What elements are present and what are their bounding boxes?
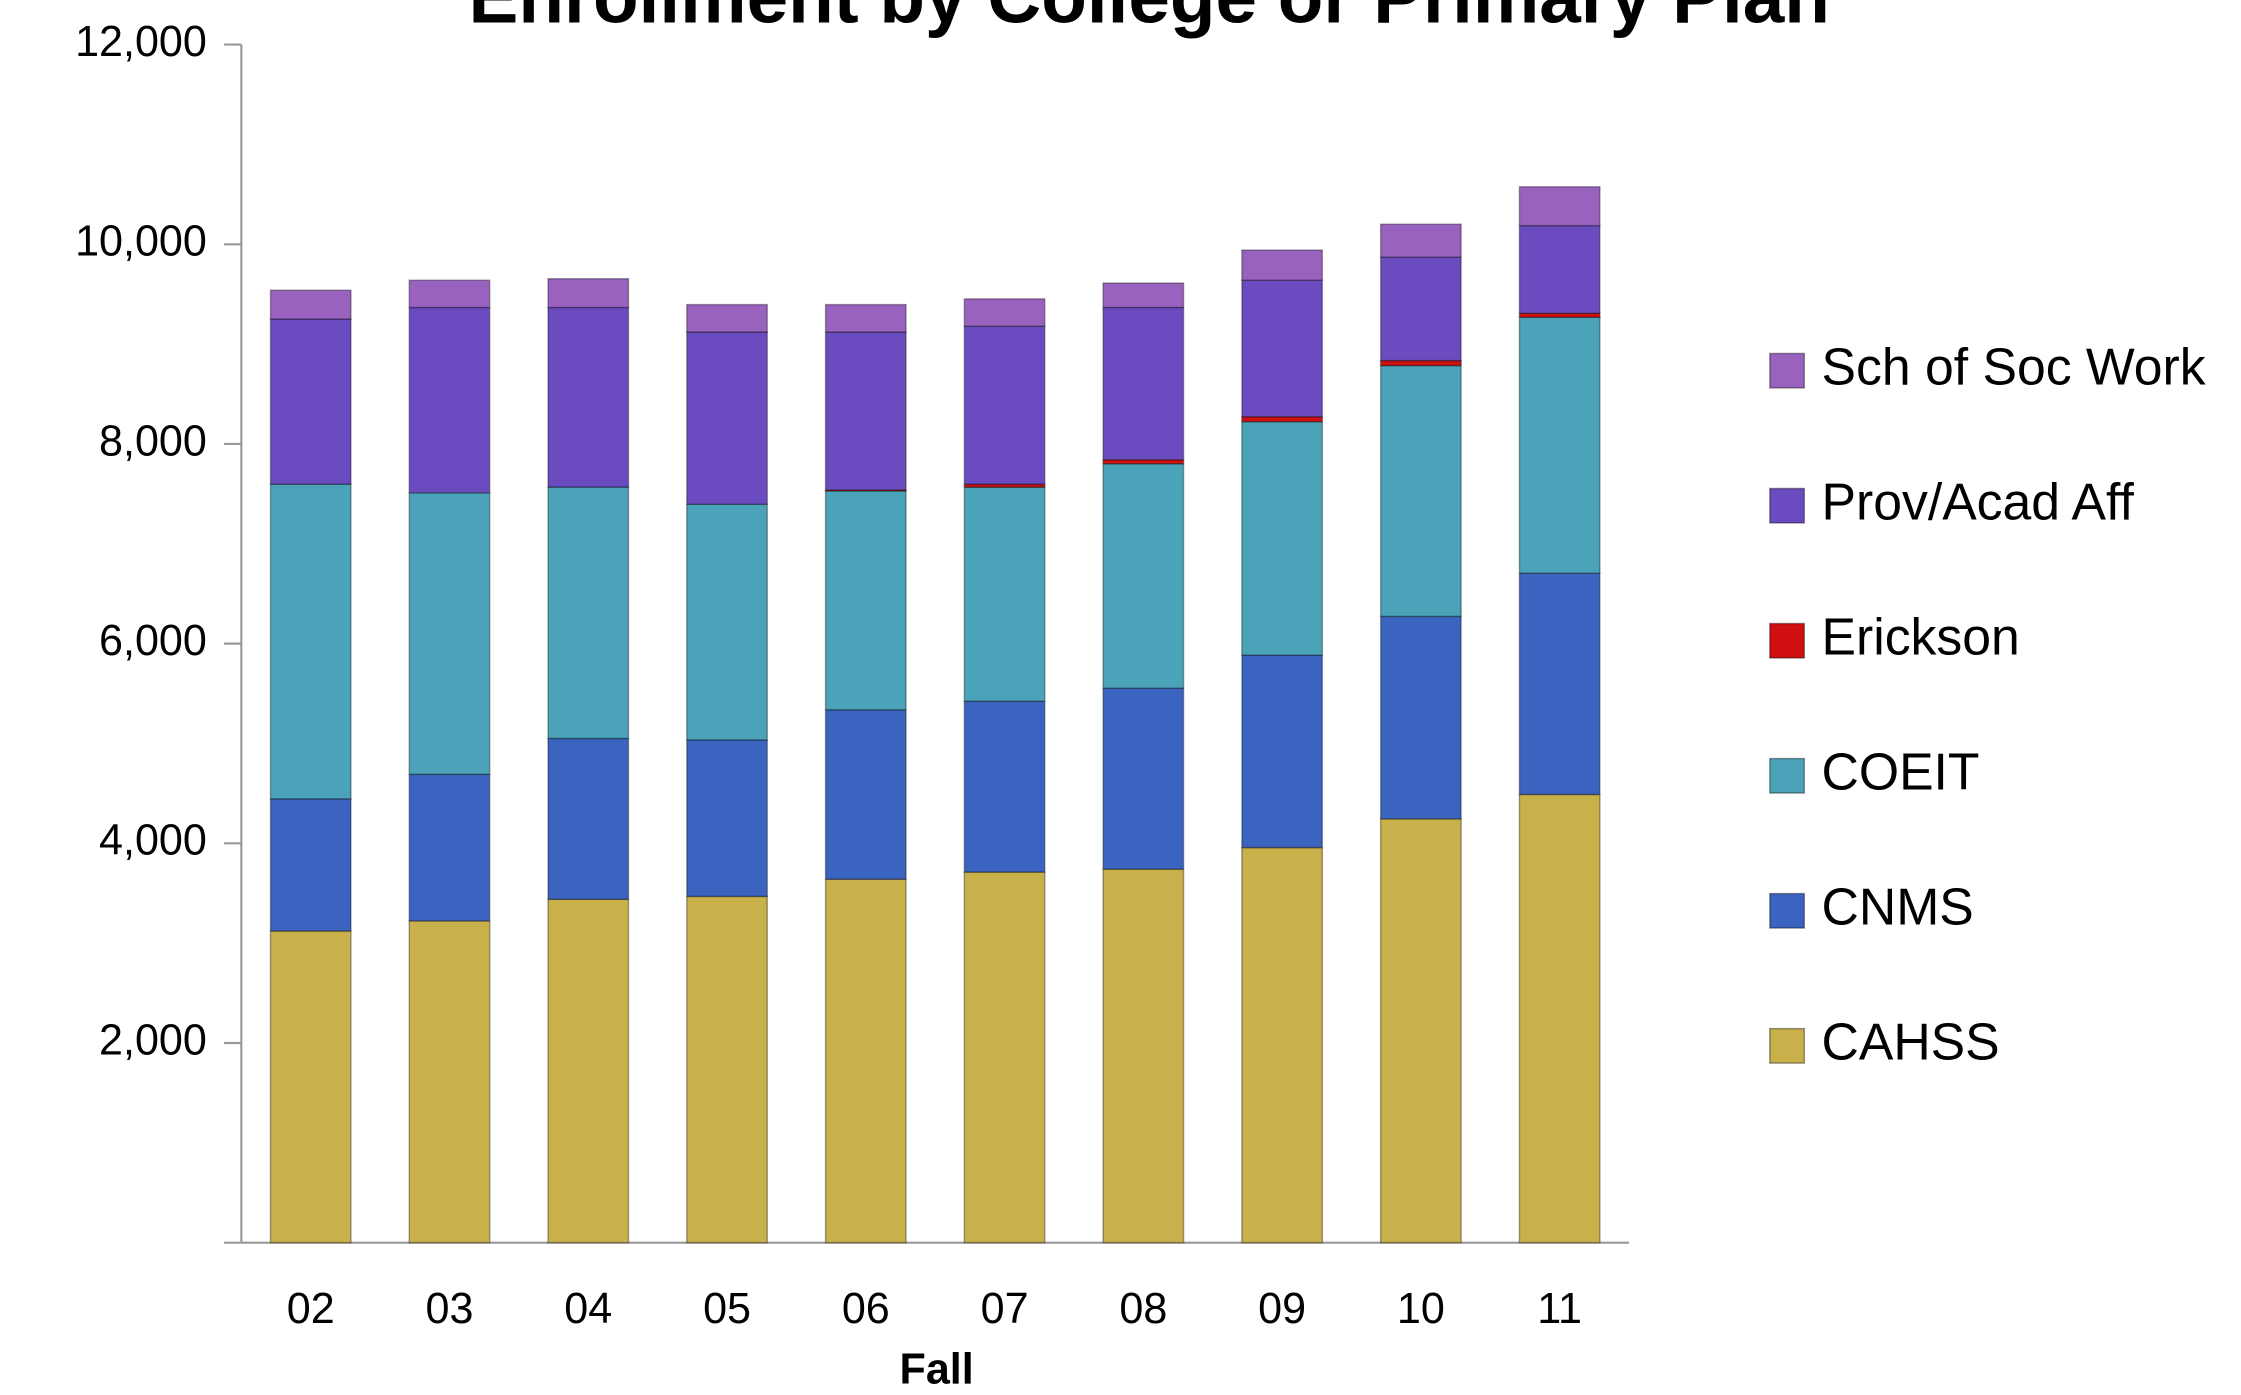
x-tick-label: 02 [287,1285,335,1333]
x-tick-label: 07 [981,1285,1029,1333]
legend-swatch [1769,892,1806,929]
bar-segment [1518,186,1601,227]
bar-segment [1379,615,1462,820]
y-tick-label: 12,000 [75,18,207,66]
y-tick-label: 8,000 [99,417,207,465]
bar-segment [408,306,491,494]
bar-segment [1102,687,1185,870]
bar-segment [963,486,1046,702]
x-tick-label: 04 [564,1285,612,1333]
bar-segment [547,277,630,309]
bar-segment [547,306,630,488]
bar-segment [1379,359,1462,367]
bar-segment [686,303,768,333]
legend-label: Sch of Soc Work [1822,337,2206,395]
bar-segment [686,739,768,898]
y-tick-label: 4,000 [99,817,207,865]
x-tick-label: 08 [1119,1285,1167,1333]
bar-segment [686,895,768,1244]
chart-title: Enrollment by College or Primary Plan [469,0,1830,39]
bar-segment [1241,654,1324,849]
bar-segment [269,930,352,1244]
bar-segment [686,503,768,741]
bar-segment [408,279,491,309]
x-tick-label: 11 [1537,1285,1582,1333]
bar-segment [1241,249,1324,281]
bar-segment [1241,415,1324,423]
bar-segment [1518,316,1601,574]
bar-segment [824,331,907,491]
bar-segment [269,318,352,485]
bar-segment [1518,312,1601,318]
bar-segment [963,871,1046,1244]
bar-segment [408,492,491,776]
x-tick-label: 10 [1397,1285,1445,1333]
legend-swatch [1769,757,1806,794]
bar-segment [1241,420,1324,656]
bar-segment [547,486,630,740]
legend-label: CAHSS [1822,1013,2000,1071]
bar-segment [1379,818,1462,1244]
legend-swatch [1769,352,1806,389]
bar-segment [1241,846,1324,1244]
bar-segment [547,898,630,1244]
bar-segment [824,878,907,1244]
bar-segment [1102,306,1185,461]
bar-segment [824,490,907,711]
bar-segment [963,700,1046,873]
legend-label: Prov/Acad Aff [1822,472,2135,530]
bar-segment [824,303,907,333]
legend-label: CNMS [1822,877,1974,935]
x-tick-label: 03 [426,1285,474,1333]
bar-segment [1241,279,1324,418]
bar-segment [269,483,352,800]
y-tick-label: 2,000 [99,1016,207,1064]
bar-segment [1379,223,1462,258]
bar-segment [1518,224,1601,314]
x-tick-label: 06 [842,1285,890,1333]
legend-swatch [1769,487,1806,524]
bar-segment [1102,868,1185,1244]
bar-segment [408,773,491,922]
bar-segment [1379,256,1462,362]
bar-segment [269,798,352,932]
legend-swatch [1769,1027,1806,1064]
x-tick-label: 05 [703,1285,751,1333]
bar-segment [408,920,491,1244]
bar-segment [1518,572,1601,796]
bar-segment [1379,364,1462,618]
bar-segment [686,331,768,505]
legend-label: Erickson [1822,607,2020,665]
x-axis-label: Fall [900,1345,974,1393]
bar-segment [963,325,1046,485]
legend-swatch [1769,622,1806,659]
y-tick-label: 6,000 [99,617,207,665]
bar-segment [963,298,1046,327]
bar-segment [824,709,907,880]
bar-segment [547,737,630,901]
x-tick-label: 09 [1258,1285,1306,1333]
y-tick-label: 10,000 [75,218,207,266]
bar-segment [1102,463,1185,689]
bar-segment [269,289,352,320]
bar-segment [1518,793,1601,1244]
bar-segment [1102,282,1185,309]
legend-label: COEIT [1822,742,1980,800]
